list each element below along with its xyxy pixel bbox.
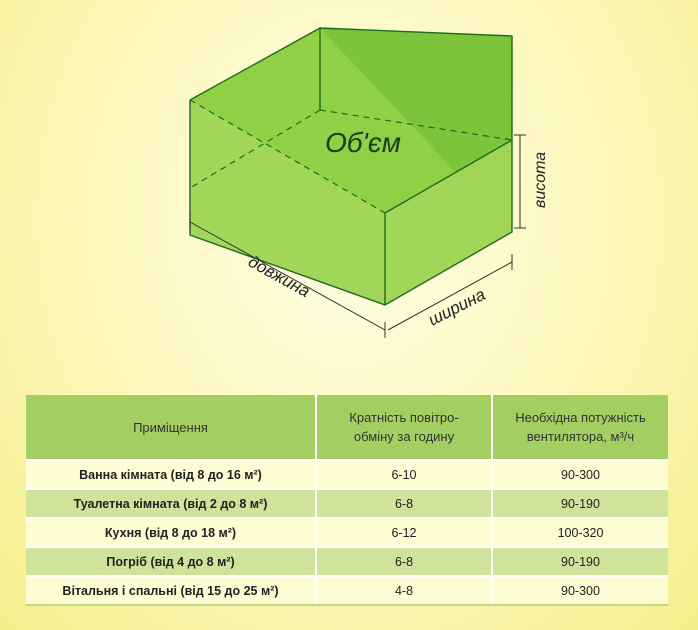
row-power: 90-300 [491, 575, 668, 606]
ventilation-table: Приміщення Кратність повітро-обміну за г… [26, 395, 668, 606]
row-power: 100-320 [491, 517, 668, 547]
row-power: 90-190 [491, 488, 668, 518]
row-room: Погріб (від 4 до 8 м²) [26, 546, 316, 576]
box-front-face [190, 100, 512, 305]
row-room: Ванна кімната (від 8 до 16 м²) [26, 459, 316, 489]
row-power: 90-190 [491, 546, 668, 576]
row-room: Вітальня і спальні (від 15 до 25 м²) [26, 575, 316, 606]
dimension-lines [189, 134, 526, 338]
width-label: ширина [425, 285, 488, 330]
row-exchange: 6-10 [315, 459, 492, 489]
row-exchange: 6-8 [315, 488, 492, 518]
row-room: Туалетна кімната (від 2 до 8 м²) [26, 488, 316, 518]
table-row: Кухня (від 8 до 18 м²) 6-12 100-320 [26, 517, 668, 547]
table-row: Ванна кімната (від 8 до 16 м²) 6-10 90-3… [26, 459, 668, 489]
table-row: Туалетна кімната (від 2 до 8 м²) 6-8 90-… [26, 488, 668, 518]
header-fan-power: Необхідна потужність вентилятора, м³/ч [491, 395, 668, 460]
box-solid-edges [189, 27, 513, 306]
height-label: висота [532, 152, 549, 208]
volume-label: Об'єм [325, 127, 401, 158]
header-room: Приміщення [26, 395, 316, 460]
row-exchange: 6-12 [315, 517, 492, 547]
room-volume-diagram: Об'єм висота довжина ширина [189, 27, 549, 338]
header-air-exchange: Кратність повітро-обміну за годину [315, 395, 492, 460]
row-exchange: 6-8 [315, 546, 492, 576]
table-row: Погріб (від 4 до 8 м²) 6-8 90-190 [26, 546, 668, 576]
table-header-row: Приміщення Кратність повітро-обміну за г… [26, 395, 668, 460]
row-power: 90-300 [491, 459, 668, 489]
box-hidden-edges [189, 99, 513, 214]
row-exchange: 4-8 [315, 575, 492, 606]
table-row: Вітальня і спальні (від 15 до 25 м²) 4-8… [26, 575, 668, 606]
row-room: Кухня (від 8 до 18 м²) [26, 517, 316, 547]
